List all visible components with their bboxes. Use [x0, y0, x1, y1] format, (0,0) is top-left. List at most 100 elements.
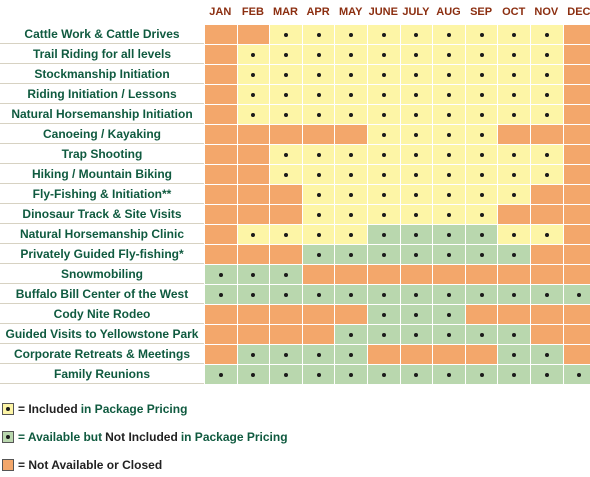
activity-label: Natural Horsemanship Initiation [11, 107, 193, 121]
dot-icon [349, 72, 354, 77]
dot-icon [544, 372, 549, 377]
dot-icon [251, 352, 256, 357]
dot-icon [544, 232, 549, 237]
cell-closed [399, 344, 434, 365]
dot-icon [414, 232, 419, 237]
cell-included [464, 84, 499, 105]
dot-icon [381, 292, 386, 297]
dot-icon [316, 352, 321, 357]
dot-icon [544, 52, 549, 57]
activity-label: Privately Guided Fly-fishing* [20, 247, 184, 261]
cell-closed [236, 304, 271, 325]
activity-label: Family Reunions [53, 367, 151, 381]
cell-included [530, 84, 564, 105]
cell-closed [334, 124, 368, 145]
dot-icon [283, 172, 288, 177]
dot-icon [283, 52, 288, 57]
cell-included [497, 64, 531, 85]
cell-closed [497, 204, 531, 225]
cell-available [367, 364, 401, 385]
dot-icon [512, 112, 517, 117]
cell-included [399, 84, 434, 105]
cell-included [334, 84, 368, 105]
row-divider [0, 163, 204, 164]
dot-icon [414, 172, 419, 177]
activity-label: Guided Visits to Yellowstone Park [5, 327, 199, 341]
cell-available [562, 364, 590, 385]
dot-icon [283, 72, 288, 77]
legend-available: = Available but Not Included in Package … [2, 429, 288, 445]
dot-icon [446, 172, 451, 177]
cell-closed [236, 244, 271, 265]
cell-closed [269, 184, 303, 205]
cell-included [432, 164, 466, 185]
cell-included [334, 164, 368, 185]
cell-included [399, 144, 434, 165]
dot-icon [414, 52, 419, 57]
cell-included [236, 104, 271, 125]
cell-closed [562, 264, 590, 285]
cell-included [399, 204, 434, 225]
cell-available [204, 284, 238, 305]
cell-closed [530, 264, 564, 285]
month-header: MAY [338, 6, 363, 18]
cell-available [269, 344, 303, 365]
dot-icon [414, 92, 419, 97]
dot-icon [544, 292, 549, 297]
dot-icon [479, 72, 484, 77]
cell-available [269, 284, 303, 305]
dot-icon [349, 332, 354, 337]
cell-included [399, 184, 434, 205]
dot-icon [283, 292, 288, 297]
cell-included [301, 144, 336, 165]
cell-included [236, 224, 271, 245]
cell-included [301, 84, 336, 105]
cell-included [301, 64, 336, 85]
month-header: NOV [534, 6, 559, 18]
cell-included [269, 224, 303, 245]
cell-included [367, 184, 401, 205]
legend-available-bold: Not Included [105, 430, 178, 444]
cell-included [301, 204, 336, 225]
dot-icon [479, 192, 484, 197]
dot-icon [316, 252, 321, 257]
cell-available [301, 284, 336, 305]
cell-closed [269, 124, 303, 145]
cell-available [497, 324, 531, 345]
cell-available [204, 264, 238, 285]
dot-icon [479, 232, 484, 237]
cell-included [367, 24, 401, 45]
dot-icon [414, 132, 419, 137]
cell-included [334, 104, 368, 125]
cell-closed [269, 244, 303, 265]
cell-closed [204, 324, 238, 345]
dot-icon [446, 152, 451, 157]
dot-icon [283, 32, 288, 37]
dot-icon [251, 272, 256, 277]
cell-included [367, 84, 401, 105]
cell-available [334, 344, 368, 365]
cell-available [464, 244, 499, 265]
row-divider [0, 223, 204, 224]
cell-available [334, 284, 368, 305]
cell-closed [236, 324, 271, 345]
dot-icon [316, 212, 321, 217]
cell-closed [530, 124, 564, 145]
dot-icon [381, 32, 386, 37]
cell-available [367, 304, 401, 325]
dot-icon [446, 112, 451, 117]
cell-closed [204, 224, 238, 245]
cell-included [236, 64, 271, 85]
cell-included [530, 224, 564, 245]
cell-included [464, 184, 499, 205]
activity-label: Corporate Retreats & Meetings [13, 347, 191, 361]
dot-icon [283, 112, 288, 117]
cell-closed [236, 124, 271, 145]
cell-available [562, 284, 590, 305]
cell-closed [367, 264, 401, 285]
cell-included [269, 44, 303, 65]
cell-available [530, 284, 564, 305]
cell-available [432, 224, 466, 245]
cell-closed [269, 304, 303, 325]
row-divider [0, 63, 204, 64]
